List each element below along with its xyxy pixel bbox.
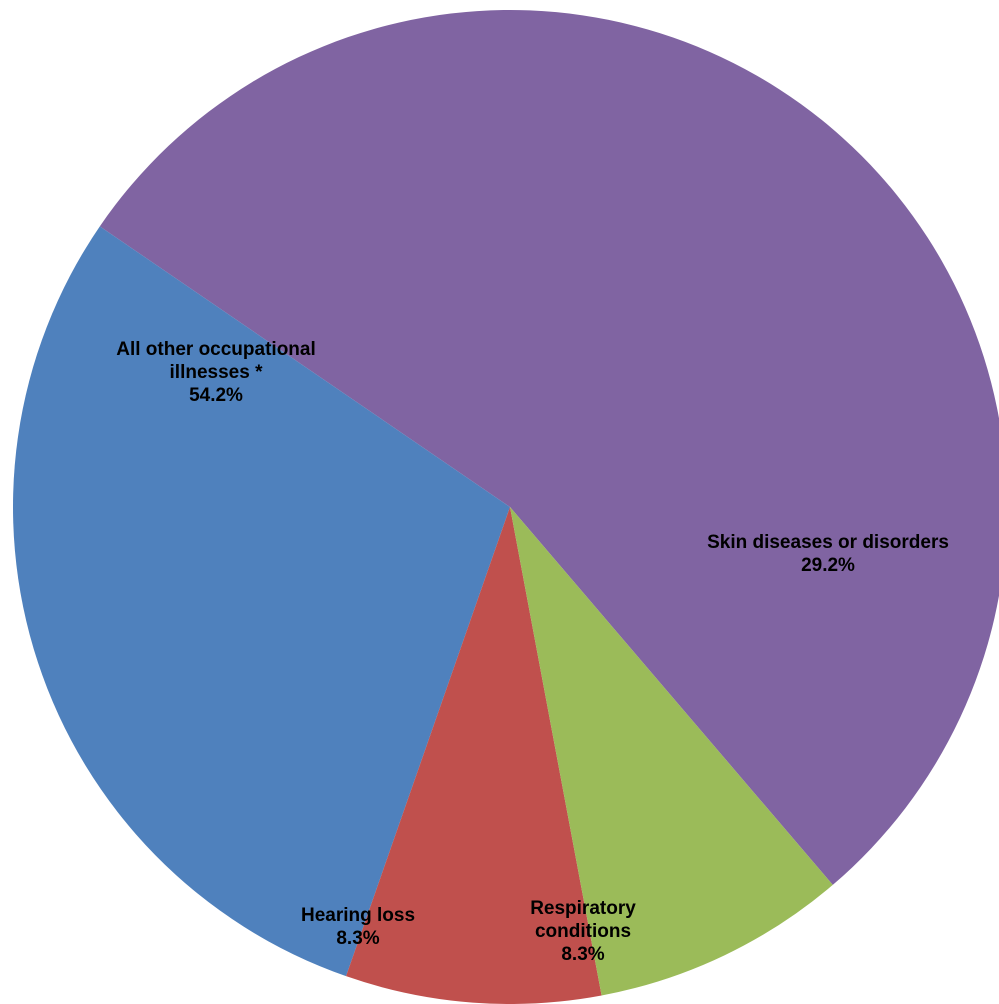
pie-value-label: 8.3% — [336, 928, 379, 949]
pie-slice-all-other-occupational-illnesses — [99, 10, 999, 885]
pie-category-label: Respiratory — [530, 898, 636, 919]
pie-slice-skin-diseases-or-disorders — [12, 226, 510, 977]
pie-slices — [12, 10, 999, 1004]
pie-label-respiratory-conditions: Respiratory conditions 8.3% — [530, 898, 636, 965]
pie-category-label: conditions — [535, 921, 631, 942]
pie-value-label: 54.2% — [189, 385, 243, 406]
pie-labels: All other occupational illnesses * 54.2% Sk… — [116, 339, 949, 965]
pie-value-label: 8.3% — [561, 944, 604, 965]
pie-slice-respiratory-conditions — [346, 507, 602, 1004]
pie-category-label: Hearing loss — [301, 905, 415, 926]
pie-label-skin-diseases-or-disorders: Skin diseases or disorders 29.2% — [707, 532, 949, 576]
pie-category-label: illnesses * — [170, 362, 264, 383]
pie-slice-hearing-loss — [510, 507, 833, 996]
pie-value-label: 29.2% — [801, 555, 855, 576]
pie-label-all-other-occupational-illnesses: All other occupational illnesses * 54.2% — [116, 339, 316, 406]
pie-category-label: Skin diseases or disorders — [707, 532, 949, 553]
pie-label-hearing-loss: Hearing loss 8.3% — [301, 905, 415, 949]
pie-category-label: All other occupational — [116, 339, 316, 360]
